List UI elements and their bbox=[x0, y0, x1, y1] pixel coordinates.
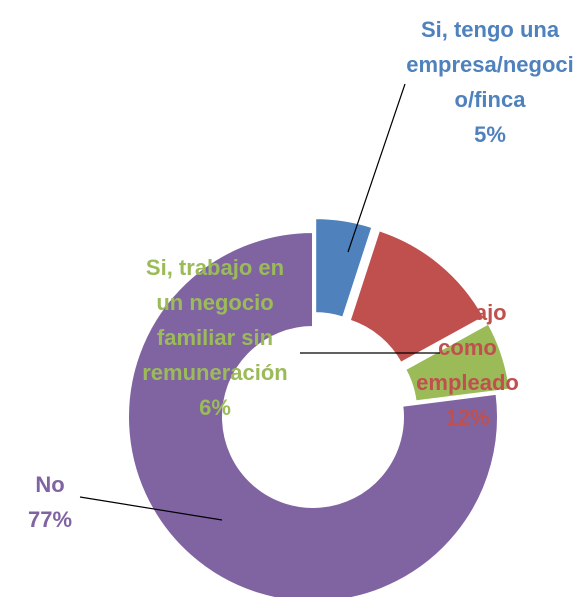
slice bbox=[314, 217, 374, 319]
data-label: Si, tengo una empresa/negocio/finca 5% bbox=[400, 12, 579, 152]
data-label: No 77% bbox=[10, 467, 90, 537]
percent-label: 77% bbox=[27, 507, 73, 532]
leader-line bbox=[347, 83, 406, 253]
percent-label: 5% bbox=[474, 122, 506, 147]
category-label: Trabajo como empleado bbox=[416, 300, 519, 395]
data-label: Trabajo como empleado 12% bbox=[400, 295, 535, 435]
slice bbox=[403, 322, 511, 403]
category-label: Si, tengo una empresa/negocio/finca bbox=[406, 17, 574, 112]
slice bbox=[348, 229, 486, 365]
category-label: Si, trabajo en un negocio familiar sin r… bbox=[142, 255, 288, 385]
percent-label: 12% bbox=[445, 405, 490, 430]
slice bbox=[127, 230, 499, 597]
data-label: Si, trabajo en un negocio familiar sin r… bbox=[130, 250, 300, 425]
percent-label: 6% bbox=[199, 395, 231, 420]
leader-line bbox=[79, 496, 223, 521]
category-label: No bbox=[35, 472, 65, 497]
